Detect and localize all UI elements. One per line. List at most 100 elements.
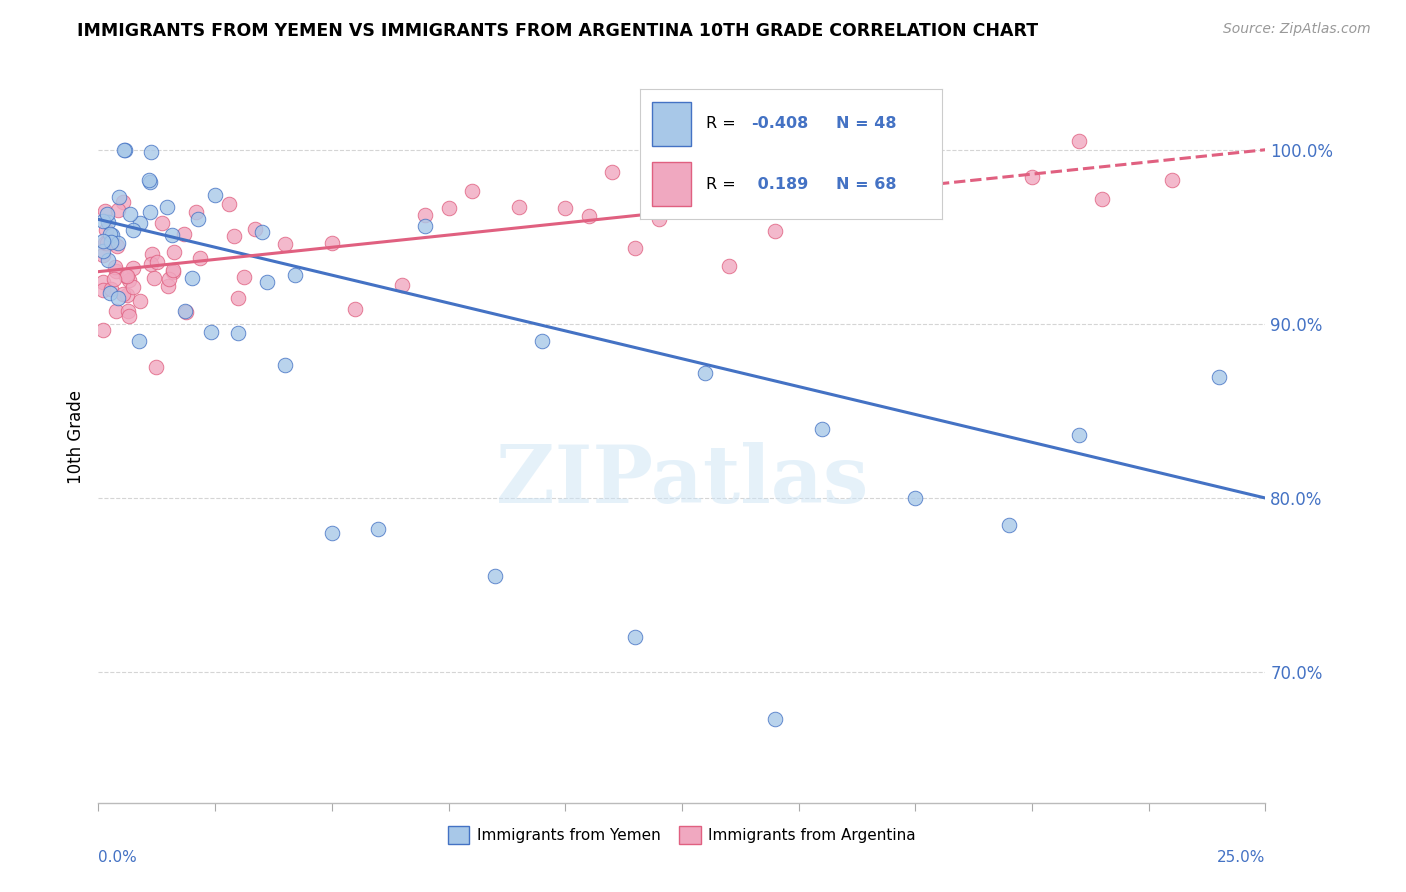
Point xyxy=(1067,427,1090,442)
Point xyxy=(94,203,117,218)
Point xyxy=(204,188,226,202)
Point xyxy=(146,255,169,269)
Point xyxy=(138,204,160,219)
Point xyxy=(96,207,118,221)
Bar xyxy=(652,103,692,146)
Point xyxy=(284,268,307,282)
Point xyxy=(104,303,127,318)
Point xyxy=(180,271,202,285)
Point xyxy=(413,219,436,233)
Point xyxy=(530,334,553,349)
Point xyxy=(671,189,693,203)
Point xyxy=(115,268,138,283)
Text: -0.408: -0.408 xyxy=(752,116,808,131)
Point xyxy=(107,235,129,250)
Point xyxy=(143,271,166,285)
Point xyxy=(160,228,183,243)
Point xyxy=(243,222,266,236)
Point xyxy=(156,200,179,214)
Point xyxy=(188,251,211,265)
Point xyxy=(717,259,740,273)
Point xyxy=(173,227,195,242)
Point xyxy=(508,200,530,214)
Point xyxy=(107,203,129,218)
Point xyxy=(321,525,343,540)
Point xyxy=(97,214,120,228)
Point xyxy=(120,206,142,220)
Point xyxy=(461,184,484,198)
Point xyxy=(997,517,1019,532)
Point xyxy=(1161,173,1184,187)
Point xyxy=(118,273,141,287)
Point xyxy=(139,175,162,189)
Point xyxy=(105,238,128,252)
Point xyxy=(115,268,138,283)
Point xyxy=(1067,134,1090,148)
Point xyxy=(187,211,209,226)
Point xyxy=(695,366,717,380)
Point xyxy=(228,291,250,305)
Text: 0.0%: 0.0% xyxy=(98,850,138,865)
Point xyxy=(94,223,117,237)
Text: Source: ZipAtlas.com: Source: ZipAtlas.com xyxy=(1223,22,1371,37)
Point xyxy=(741,146,763,161)
Point xyxy=(91,283,114,297)
Text: N = 48: N = 48 xyxy=(837,116,897,131)
Point xyxy=(122,279,145,293)
Text: 25.0%: 25.0% xyxy=(1218,850,1265,865)
Legend: Immigrants from Yemen, Immigrants from Argentina: Immigrants from Yemen, Immigrants from A… xyxy=(441,820,922,850)
Point xyxy=(91,323,114,337)
Point xyxy=(122,261,145,276)
Point xyxy=(274,236,297,251)
Point xyxy=(145,360,167,375)
Point xyxy=(162,265,184,279)
Point xyxy=(173,303,195,318)
Point xyxy=(763,712,786,726)
Point xyxy=(97,253,120,268)
Point xyxy=(98,227,121,241)
Point xyxy=(274,358,297,372)
Point xyxy=(763,224,786,238)
Point xyxy=(114,143,136,157)
Point xyxy=(104,260,127,274)
Text: 0.189: 0.189 xyxy=(752,177,808,192)
Point xyxy=(256,276,278,290)
Point xyxy=(150,216,173,230)
Point xyxy=(391,278,413,293)
Point xyxy=(112,143,135,157)
Point xyxy=(96,235,118,250)
Point xyxy=(129,216,152,230)
Point xyxy=(141,145,163,159)
Point xyxy=(413,207,436,221)
Bar xyxy=(652,161,692,206)
Point xyxy=(104,264,127,278)
Point xyxy=(600,164,623,178)
Point xyxy=(176,305,198,319)
Point xyxy=(117,309,139,323)
Text: R =: R = xyxy=(706,116,741,131)
Point xyxy=(112,194,135,209)
Point xyxy=(157,272,180,286)
Point xyxy=(128,334,150,348)
Point xyxy=(624,631,647,645)
Point xyxy=(484,569,506,583)
Text: ZIPatlas: ZIPatlas xyxy=(496,442,868,520)
Point xyxy=(129,294,152,309)
Point xyxy=(91,234,114,248)
Point xyxy=(94,236,117,251)
Point xyxy=(100,281,122,295)
Point xyxy=(139,257,162,271)
Point xyxy=(1208,370,1230,384)
Point xyxy=(117,287,139,301)
Point xyxy=(112,286,135,301)
Point xyxy=(232,270,254,285)
Point xyxy=(107,190,129,204)
Point xyxy=(91,275,114,289)
Point xyxy=(321,235,343,250)
Point xyxy=(228,326,250,341)
Text: R =: R = xyxy=(706,177,747,192)
Point xyxy=(121,223,143,237)
Point xyxy=(218,197,240,211)
Point xyxy=(91,248,114,262)
Point xyxy=(250,225,273,239)
